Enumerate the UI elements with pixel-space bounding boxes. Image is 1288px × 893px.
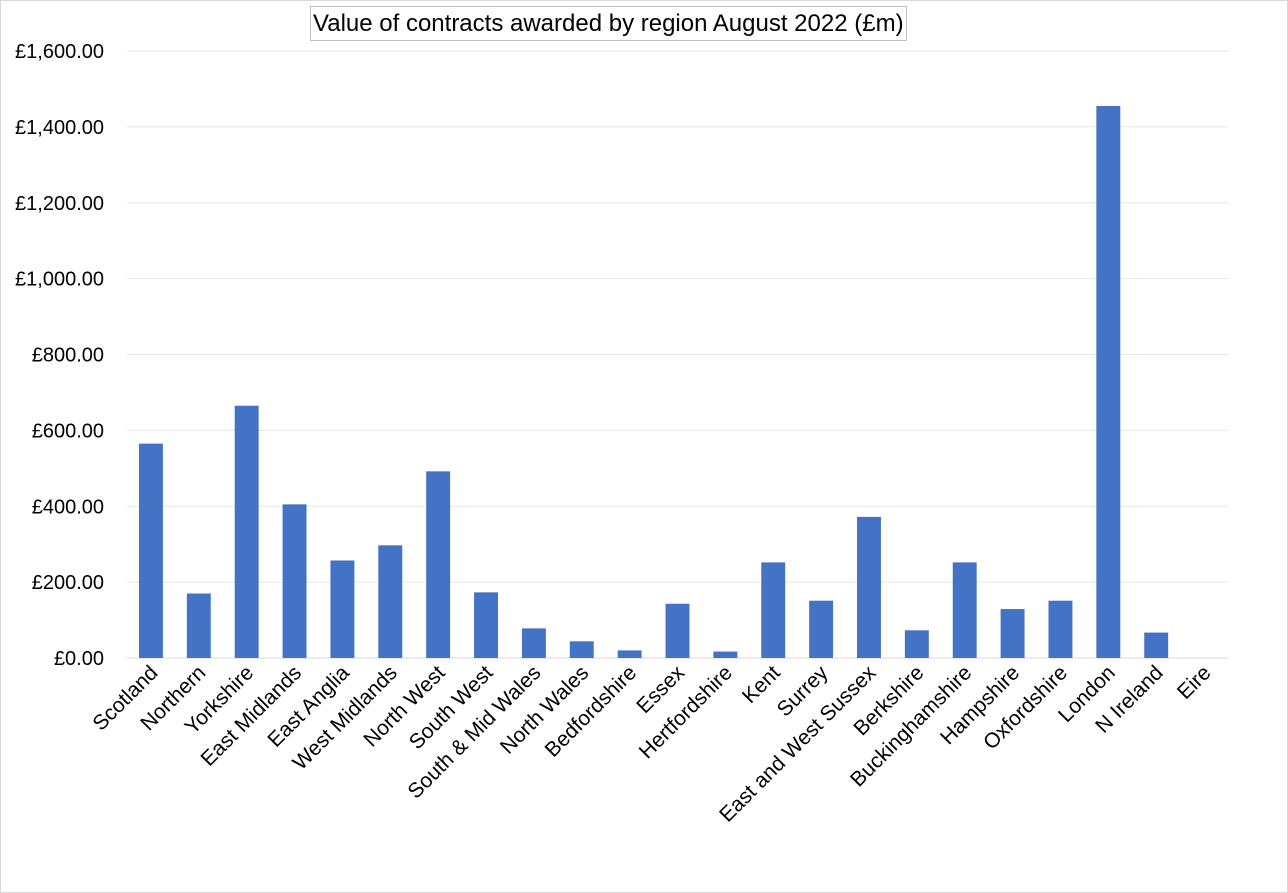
chart-title: Value of contracts awarded by region Aug… <box>310 6 907 41</box>
y-tick-label: £0.00 <box>54 648 104 670</box>
y-tick-label: £1,400.00 <box>15 117 104 139</box>
bar <box>761 562 786 658</box>
bar <box>1096 106 1121 658</box>
bar <box>1144 632 1169 658</box>
bar <box>1000 609 1025 658</box>
bar <box>426 471 451 658</box>
bar <box>809 600 834 658</box>
bar <box>857 516 881 658</box>
bar <box>617 650 642 658</box>
bar <box>1048 600 1073 658</box>
y-tick-label: £1,000.00 <box>15 269 104 291</box>
y-tick-label: £1,200.00 <box>15 193 104 215</box>
bar <box>569 641 594 658</box>
bar <box>234 405 259 658</box>
bar <box>282 504 307 658</box>
bar <box>186 593 211 658</box>
bar <box>138 443 163 658</box>
bar <box>474 592 498 658</box>
bar <box>713 651 738 658</box>
x-tick-label: Eire <box>1173 661 1216 704</box>
y-tick-label: £200.00 <box>32 572 104 594</box>
y-tick-label: £600.00 <box>32 420 104 442</box>
bar <box>665 603 690 658</box>
bar <box>521 628 546 658</box>
bar <box>904 630 929 658</box>
bar <box>952 562 977 658</box>
bar <box>378 545 403 658</box>
y-tick-label: £800.00 <box>32 345 104 367</box>
bar <box>330 560 355 658</box>
y-tick-label: £1,600.00 <box>15 41 104 63</box>
y-tick-label: £400.00 <box>32 496 104 518</box>
